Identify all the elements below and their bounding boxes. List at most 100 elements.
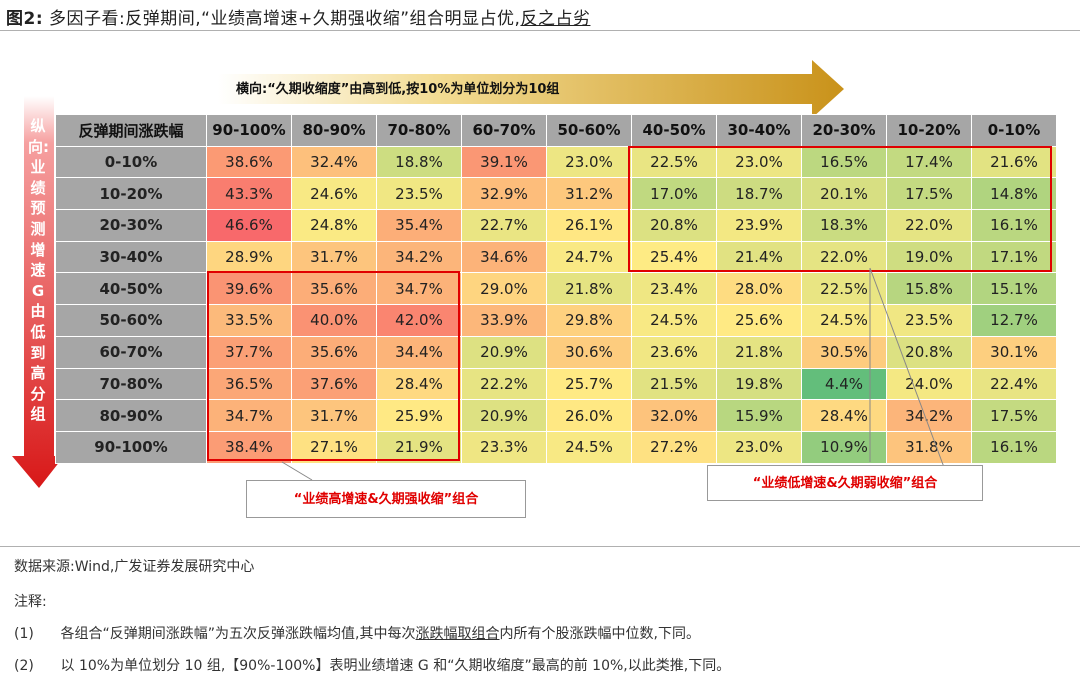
vertical-axis-label: 纵向:业绩预测增速G由低到高分组: [28, 117, 49, 424]
heatmap-cell: 26.1%: [546, 209, 632, 242]
heatmap-cell: 23.0%: [546, 145, 632, 179]
note-1-underlined: 涨跌幅取组合: [415, 626, 500, 642]
horizontal-axis-label: 横向:“久期收缩度”由高到低,按10%为单位划分为10组: [236, 82, 560, 97]
note-1-number: (1): [14, 626, 34, 642]
heatmap-cell: 30.1%: [971, 335, 1057, 369]
heatmap-cell: 25.9%: [376, 399, 462, 432]
heatmap-cell: 22.0%: [801, 240, 887, 274]
heatmap-cell: 30.6%: [546, 335, 632, 369]
title-tail: 反之占劣: [520, 9, 591, 29]
heatmap-cell: 17.5%: [971, 399, 1057, 432]
heatmap-cell: 34.7%: [376, 272, 462, 306]
column-header: 80-90%: [291, 114, 377, 147]
heatmap-cell: 24.5%: [546, 430, 632, 464]
heatmap-cell: 34.2%: [886, 399, 972, 432]
table-row: 70-80% 36.5% 37.6% 28.4% 22.2% 25.7% 21.5% 19.8…: [55, 367, 1057, 401]
heatmap-cell: 34.6%: [461, 240, 547, 274]
heatmap-cell: 14.8%: [971, 177, 1057, 211]
table-row: 20-30% 46.6% 24.8% 35.4% 22.7% 26.1% 20.8% 23.9…: [55, 209, 1057, 242]
heatmap-cell: 22.5%: [801, 272, 887, 306]
heatmap-cell: 25.4%: [631, 240, 717, 274]
heatmap-cell: 15.9%: [716, 399, 802, 432]
heatmap-cell: 20.1%: [801, 177, 887, 211]
heatmap-cell: 33.5%: [206, 304, 292, 337]
source-divider: [0, 546, 1080, 547]
table-row: 10-20% 43.3% 24.6% 23.5% 32.9% 31.2% 17.0% 18.7…: [55, 177, 1057, 211]
heatmap-cell: 34.7%: [206, 399, 292, 432]
table-row: 80-90% 34.7% 31.7% 25.9% 20.9% 26.0% 32.0% 15.9…: [55, 399, 1057, 432]
heatmap-cell: 10.9%: [801, 430, 887, 464]
heatmap-cell: 33.9%: [461, 304, 547, 337]
heatmap-cell: 24.0%: [886, 367, 972, 401]
heatmap-cell: 23.5%: [886, 304, 972, 337]
note-1-text-b: 内所有个股涨跌幅中位数,下同。: [499, 626, 700, 642]
heatmap-cell: 15.1%: [971, 272, 1057, 306]
heatmap-cell: 24.5%: [801, 304, 887, 337]
table-row: 60-70% 37.7% 35.6% 34.4% 20.9% 30.6% 23.6% 21.8…: [55, 335, 1057, 369]
heatmap-cell: 37.6%: [291, 367, 377, 401]
heatmap-cell: 17.1%: [971, 240, 1057, 274]
heatmap-cell: 27.2%: [631, 430, 717, 464]
column-header: 10-20%: [886, 114, 972, 147]
heatmap-cell: 22.0%: [886, 209, 972, 242]
heatmap-cell: 23.0%: [716, 430, 802, 464]
heatmap-cell: 4.4%: [801, 367, 887, 401]
heatmap-cell: 23.5%: [376, 177, 462, 211]
heatmap-cell: 18.3%: [801, 209, 887, 242]
table-row: 90-100% 38.4% 27.1% 21.9% 23.3% 24.5% 27.2% 23.…: [55, 430, 1057, 464]
corner-header: 反弹期间涨跌幅: [55, 114, 207, 147]
heatmap-cell: 32.4%: [291, 145, 377, 179]
heatmap-cell: 20.9%: [461, 399, 547, 432]
heatmap-cell: 16.5%: [801, 145, 887, 179]
heatmap-cell: 21.8%: [546, 272, 632, 306]
note-1-text-a: 各组合“反弹期间涨跌幅”为五次反弹涨跌幅均值,其中每次: [60, 626, 416, 642]
heatmap-cell: 39.6%: [206, 272, 292, 306]
column-header: 40-50%: [631, 114, 717, 147]
heatmap-cell: 17.0%: [631, 177, 717, 211]
column-header: 90-100%: [206, 114, 292, 147]
heatmap-cell: 18.8%: [376, 145, 462, 179]
heatmap-cell: 24.5%: [631, 304, 717, 337]
heatmap-cell: 25.6%: [716, 304, 802, 337]
title-divider: [0, 30, 1080, 31]
heatmap-cell: 20.8%: [886, 335, 972, 369]
heatmap-cell: 15.8%: [886, 272, 972, 306]
row-header: 20-30%: [55, 209, 207, 242]
column-header: 70-80%: [376, 114, 462, 147]
heatmap-cell: 32.9%: [461, 177, 547, 211]
heatmap-cell: 31.7%: [291, 399, 377, 432]
row-header: 10-20%: [55, 177, 207, 211]
notes-label: 注释:: [14, 594, 47, 610]
heatmap-cell: 39.1%: [461, 145, 547, 179]
column-header: 30-40%: [716, 114, 802, 147]
heatmap-cell: 35.6%: [291, 335, 377, 369]
heatmap-cell: 34.4%: [376, 335, 462, 369]
heatmap-cell: 38.4%: [206, 430, 292, 464]
weak-combo-callout: “业绩低增速&久期弱收缩”组合: [707, 465, 983, 501]
heatmap-cell: 42.0%: [376, 304, 462, 337]
row-header: 60-70%: [55, 335, 207, 369]
heatmap-cell: 31.8%: [886, 430, 972, 464]
row-header: 30-40%: [55, 240, 207, 274]
heatmap-cell: 21.8%: [716, 335, 802, 369]
heatmap-cell: 40.0%: [291, 304, 377, 337]
row-header: 90-100%: [55, 430, 207, 464]
heatmap-cell: 24.6%: [291, 177, 377, 211]
column-header-row: 反弹期间涨跌幅 90-100% 80-90% 70-80% 60-70% 50-60% 4…: [55, 114, 1057, 147]
vertical-arrow: [12, 96, 64, 488]
heatmap-cell: 30.5%: [801, 335, 887, 369]
table-row: 0-10% 38.6% 32.4% 18.8% 39.1% 23.0% 22.5% 23.0%…: [55, 145, 1057, 179]
heatmap-cell: 32.0%: [631, 399, 717, 432]
heatmap-cell: 29.8%: [546, 304, 632, 337]
heatmap-cell: 23.0%: [716, 145, 802, 179]
heatmap-cell: 35.4%: [376, 209, 462, 242]
heatmap-cell: 23.4%: [631, 272, 717, 306]
note-2: (2) 以 10%为单位划分 10 组,【90%-100%】表明业绩增速 G 和…: [14, 655, 730, 675]
horizontal-arrow: [218, 60, 844, 118]
heatmap-cell: 20.8%: [631, 209, 717, 242]
heatmap-cell: 22.4%: [971, 367, 1057, 401]
heatmap-cell: 17.4%: [886, 145, 972, 179]
strong-combo-callout: “业绩高增速&久期强收缩”组合: [246, 480, 526, 518]
figure-number: 图2:: [6, 9, 44, 29]
heatmap-cell: 34.2%: [376, 240, 462, 274]
